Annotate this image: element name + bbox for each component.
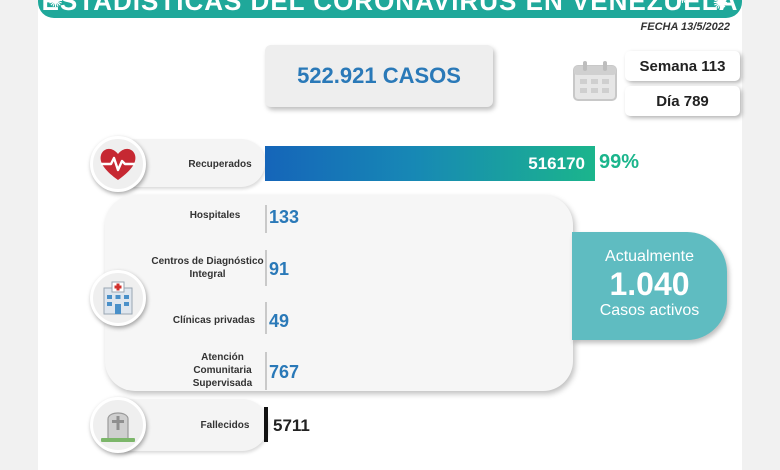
recovered-value: 516170 bbox=[528, 154, 585, 173]
report-date: FECHA 13/5/2022 bbox=[640, 21, 730, 33]
recovered-percent: 99% bbox=[599, 151, 640, 173]
header-banner: ✺ ✺ ESTADÍSTICAS DEL CORONAVIRUS EN VENE… bbox=[38, 0, 742, 18]
right-margin bbox=[742, 0, 780, 470]
divider bbox=[265, 302, 267, 334]
hospital-icon bbox=[90, 270, 146, 326]
divider bbox=[265, 352, 267, 390]
deceased-label: Fallecidos bbox=[200, 420, 250, 431]
active-cases-count: 1.040 bbox=[609, 266, 690, 302]
hospitals-label: Hospitales bbox=[189, 210, 241, 221]
total-cases-box: 522.921 CASOS bbox=[265, 45, 493, 107]
cdi-label: Centros de Diagnóstico Integral bbox=[151, 256, 264, 280]
page-title: ESTADÍSTICAS DEL CORONAVIRUS EN VENEZUEL… bbox=[41, 0, 739, 16]
community-care-value: 767 bbox=[269, 362, 300, 382]
deceased-bar bbox=[264, 407, 268, 442]
left-margin bbox=[0, 0, 38, 470]
divider bbox=[265, 250, 267, 286]
hospitalization-panel bbox=[105, 195, 573, 391]
week-badge: Semana 113 bbox=[625, 51, 740, 81]
calendar-icon bbox=[573, 61, 617, 101]
cdi-value: 91 bbox=[269, 259, 290, 279]
deceased-value: 5711 bbox=[273, 416, 310, 435]
virus-icon: ✺ bbox=[712, 0, 728, 13]
active-cases-label: Casos activos bbox=[599, 302, 700, 319]
tombstone-icon bbox=[90, 397, 146, 453]
total-cases-value: 522.921 CASOS bbox=[297, 63, 461, 88]
divider bbox=[265, 205, 267, 233]
private-clinics-label: Clínicas privadas bbox=[172, 315, 256, 326]
virus-icon: ✺ bbox=[675, 0, 690, 6]
recovered-bar: 516170 bbox=[265, 146, 595, 181]
private-clinics-value: 49 bbox=[269, 311, 290, 331]
recovered-label: Recuperados bbox=[188, 159, 252, 170]
community-care-label: Atención Comunitaria Supervisada bbox=[192, 352, 253, 389]
active-cases-caption: Actualmente bbox=[605, 248, 694, 265]
virus-icon: ✺ bbox=[90, 0, 105, 2]
virus-icon: ✺ bbox=[48, 0, 64, 11]
active-cases-bubble: Actualmente 1.040 Casos activos bbox=[572, 232, 727, 340]
heart-pulse-icon bbox=[90, 136, 146, 192]
hospitals-value: 133 bbox=[269, 207, 300, 227]
day-badge: Día 789 bbox=[625, 86, 740, 116]
